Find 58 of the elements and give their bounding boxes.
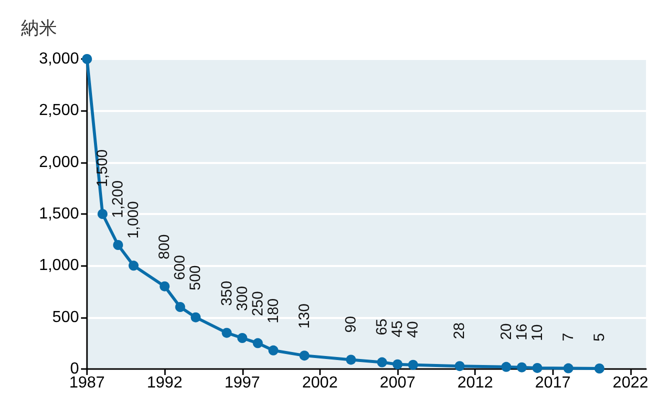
y-tick-label: 2,500: [38, 102, 80, 120]
x-tick-label: 2007: [380, 374, 416, 392]
data-label: 130: [296, 304, 313, 329]
data-label: 90: [342, 316, 360, 333]
point: [175, 302, 186, 312]
data-label: 1,200: [110, 180, 127, 218]
data-label: 28: [451, 322, 468, 340]
point: [346, 354, 356, 365]
data-label: 65: [374, 318, 391, 336]
point: [299, 350, 310, 361]
data-label: 1,000: [125, 201, 142, 239]
data-label: 500: [187, 265, 204, 290]
point: [454, 361, 465, 372]
x-tick-label: 2017: [535, 374, 571, 392]
point: [563, 363, 574, 374]
point: [222, 328, 232, 338]
point: [190, 312, 201, 322]
y-tick-label: 2,000: [38, 154, 80, 171]
point: [237, 333, 248, 343]
y-tick-label: 0: [70, 360, 80, 378]
point: [377, 357, 388, 368]
point: [98, 209, 108, 219]
x-tick-label: 1987: [69, 374, 105, 392]
x-tick-label: 2022: [612, 374, 648, 392]
data-label: 1,500: [94, 149, 112, 187]
point: [516, 362, 527, 372]
y-tick-label: 500: [52, 308, 80, 326]
data-label: 800: [156, 234, 174, 260]
point: [501, 362, 512, 372]
x-tick-label: 2012: [457, 374, 494, 392]
y-tick-label: 1,500: [38, 206, 80, 222]
data-label: 5: [590, 333, 608, 342]
y-axis-title: 納米: [21, 18, 57, 38]
data-label: 600: [172, 254, 189, 280]
data-label: 16: [513, 324, 530, 340]
point: [128, 260, 139, 271]
data-label: 250: [249, 291, 266, 316]
point: [268, 345, 278, 356]
data-label: 350: [218, 280, 236, 306]
point: [594, 363, 604, 374]
data-label: 300: [234, 286, 251, 311]
data-label: 20: [498, 323, 515, 340]
point: [408, 360, 418, 370]
data-label: 180: [264, 298, 282, 324]
y-tick-label: 1,000: [38, 257, 80, 274]
x-tick-label: 2002: [302, 374, 338, 392]
point: [113, 240, 124, 250]
x-tick-label: 1997: [224, 374, 260, 392]
point: [532, 362, 542, 373]
y-tick-label: 3,000: [38, 50, 80, 68]
data-label: 7: [560, 332, 577, 342]
point: [160, 281, 170, 292]
data-label: 40: [404, 321, 422, 338]
point: [392, 359, 403, 370]
point: [252, 338, 263, 348]
data-label: 10: [528, 324, 546, 341]
x-tick-label: 1992: [146, 374, 183, 392]
data-label: 45: [389, 320, 406, 338]
